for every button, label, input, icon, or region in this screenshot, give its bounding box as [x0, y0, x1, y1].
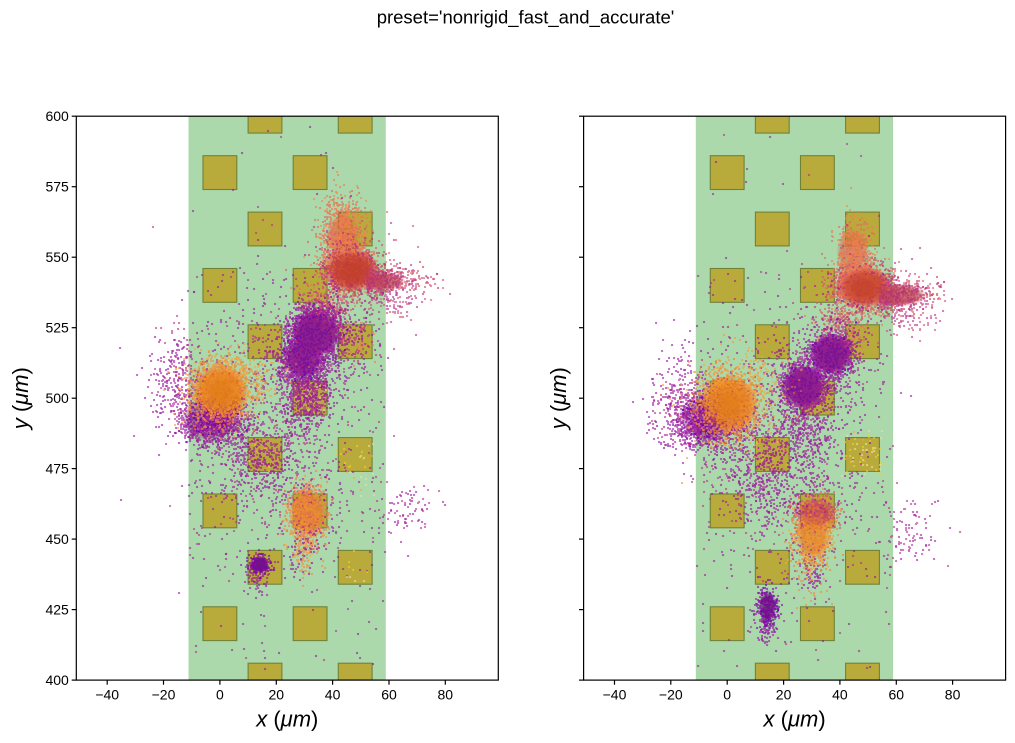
- svg-text:−20: −20: [152, 687, 176, 703]
- svg-text:575: 575: [45, 179, 69, 195]
- svg-text:500: 500: [45, 390, 69, 406]
- svg-text:y (μm): y (μm): [546, 367, 571, 431]
- svg-text:550: 550: [45, 249, 69, 265]
- svg-text:60: 60: [889, 687, 905, 703]
- svg-text:40: 40: [832, 687, 848, 703]
- svg-text:preset='nonrigid_fast_and_accu: preset='nonrigid_fast_and_accurate': [377, 7, 675, 29]
- svg-text:475: 475: [45, 460, 69, 476]
- svg-text:−20: −20: [659, 687, 683, 703]
- svg-text:0: 0: [723, 687, 731, 703]
- svg-text:0: 0: [216, 687, 224, 703]
- svg-text:y (μm): y (μm): [8, 367, 33, 431]
- svg-text:20: 20: [776, 687, 792, 703]
- svg-text:−40: −40: [603, 687, 627, 703]
- svg-text:x (μm): x (μm): [255, 707, 318, 732]
- svg-text:40: 40: [325, 687, 341, 703]
- svg-text:20: 20: [269, 687, 285, 703]
- svg-text:600: 600: [45, 108, 69, 124]
- svg-text:60: 60: [381, 687, 397, 703]
- svg-text:−40: −40: [95, 687, 119, 703]
- svg-text:525: 525: [45, 320, 69, 336]
- svg-text:400: 400: [45, 672, 69, 688]
- svg-text:80: 80: [945, 687, 961, 703]
- svg-text:450: 450: [45, 531, 69, 547]
- svg-text:x (μm): x (μm): [763, 707, 826, 732]
- svg-text:425: 425: [45, 601, 69, 617]
- svg-text:80: 80: [438, 687, 454, 703]
